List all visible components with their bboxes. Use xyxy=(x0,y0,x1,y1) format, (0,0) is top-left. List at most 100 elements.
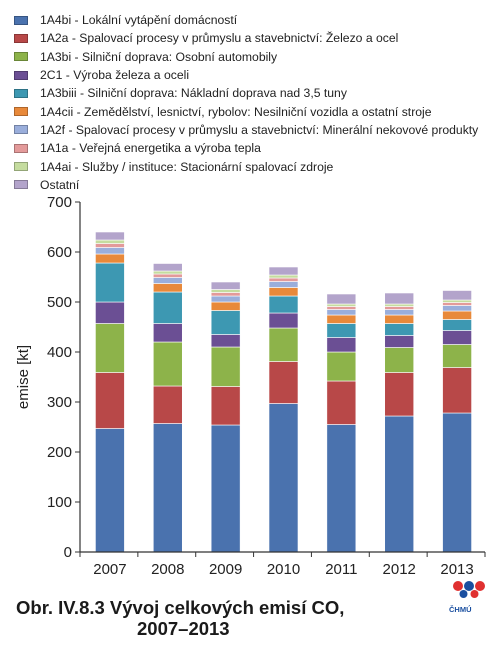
bar-segment xyxy=(95,301,125,324)
bar-segment xyxy=(152,273,183,278)
bar-segment xyxy=(268,295,299,314)
legend-swatch xyxy=(14,125,28,135)
bar-segment xyxy=(384,335,415,348)
bar-segment xyxy=(210,301,241,311)
legend-item: 1A1a - Veřejná energetika a výroba tepla xyxy=(14,139,494,157)
x-tick-label: 2011 xyxy=(325,561,357,578)
bar-segment xyxy=(326,293,357,305)
bar-segment xyxy=(268,266,299,276)
bar-segment xyxy=(210,295,241,303)
bar-segment xyxy=(326,306,357,310)
legend-swatch xyxy=(14,143,28,153)
bar-segment xyxy=(95,243,125,248)
legend-item: Ostatní xyxy=(14,176,494,194)
bar-segment xyxy=(268,287,299,297)
logo-text: ČHMÚ xyxy=(449,605,472,614)
legend-item: 2C1 - Výroba železa a oceli xyxy=(14,66,494,84)
figure-caption: Obr. IV.8.3 Vývoj celkových emisí CO, 20… xyxy=(16,597,496,639)
legend-label: 1A3biii - Silniční doprava: Nákladní dop… xyxy=(40,86,347,101)
legend-swatch xyxy=(14,180,28,190)
bar-segment xyxy=(95,231,125,241)
legend-label: 1A4ai - Služby / instituce: Stacionární … xyxy=(40,159,334,174)
bar-segment xyxy=(326,303,357,307)
legend-swatch xyxy=(14,107,28,117)
bar-segment xyxy=(326,351,357,382)
bar-segment xyxy=(210,424,241,553)
y-tick-label: 500 xyxy=(47,294,72,311)
legend-item: 1A4bi - Lokální vytápění domácností xyxy=(14,11,494,29)
bar-segment xyxy=(384,303,415,307)
y-tick-label: 300 xyxy=(47,394,72,411)
bar-segment xyxy=(384,309,415,316)
legend: 1A4bi - Lokální vytápění domácností 1A2a … xyxy=(14,11,494,194)
legend-swatch xyxy=(14,52,28,62)
legend-item: 1A2a - Spalovací procesy v průmyslu a st… xyxy=(14,29,494,47)
bar-segment xyxy=(384,372,415,417)
bar-segment xyxy=(384,306,415,310)
legend-label: 1A4cii - Zemědělství, lesnictví, rybolov… xyxy=(40,104,432,119)
bar-segment xyxy=(210,346,241,387)
bar-segment xyxy=(326,314,357,324)
bar-segment xyxy=(442,344,472,368)
bar-segment xyxy=(152,423,183,553)
bar-segment xyxy=(95,239,125,244)
bar-segment xyxy=(268,327,299,362)
caption-line-1: Obr. IV.8.3 Vývoj celkových emisí CO, xyxy=(16,597,345,618)
bar-segment xyxy=(384,347,415,373)
legend-item: 1A4ai - Služby / instituce: Stacionární … xyxy=(14,157,494,175)
bar-segment xyxy=(326,380,357,425)
y-tick-label: 700 xyxy=(47,194,72,211)
legend-label: 2C1 - Výroba železa a oceli xyxy=(40,68,190,83)
x-tick-label: 2012 xyxy=(383,561,416,578)
y-tick-label: 400 xyxy=(47,344,72,361)
legend-item: 1A3bi - Silniční doprava: Osobní automob… xyxy=(14,48,494,66)
bar-segment xyxy=(152,341,183,387)
legend-label: Ostatní xyxy=(40,177,80,192)
bar-segment xyxy=(95,372,125,429)
y-tick-label: 0 xyxy=(64,544,72,561)
x-tick-label: 2010 xyxy=(267,561,300,578)
y-tick-label: 600 xyxy=(47,244,72,261)
bar-segment xyxy=(210,310,241,335)
bar-segment xyxy=(384,415,415,553)
bar-segment xyxy=(210,292,241,297)
bar-segment xyxy=(442,412,472,553)
bar-segment xyxy=(268,312,299,329)
bar-segment xyxy=(442,367,472,414)
legend-label: 1A2f - Spalovací procesy v průmyslu a st… xyxy=(40,122,479,137)
legend-swatch xyxy=(14,88,28,98)
chmu-logo-icon xyxy=(453,581,485,598)
bar-segment xyxy=(152,385,183,424)
bar-segment xyxy=(384,323,415,336)
y-axis-label: emise [kt] xyxy=(15,345,32,409)
legend-swatch xyxy=(14,33,28,43)
bar-segment xyxy=(95,253,125,264)
bar-segment xyxy=(268,274,299,279)
bar-segment xyxy=(268,281,299,288)
legend-label: 1A3bi - Silniční doprava: Osobní automob… xyxy=(40,49,278,64)
bar-segment xyxy=(326,309,357,316)
bar-segment xyxy=(210,289,241,293)
caption-line-2: 2007–2013 xyxy=(137,618,230,639)
axes-group: 2007 2008 2009 2010 2011 2012 2013 0 100 200 300 40… xyxy=(15,194,486,578)
legend-label: 1A2a - Spalovací procesy v průmyslu a st… xyxy=(40,31,399,46)
bar-segment xyxy=(326,323,357,338)
bar-segment xyxy=(326,337,357,353)
bar-segment xyxy=(442,302,472,306)
bar-segment xyxy=(442,319,472,331)
y-tick-label: 200 xyxy=(47,444,72,461)
bar-segment xyxy=(152,277,183,284)
bar-segment xyxy=(442,310,472,320)
legend-swatch xyxy=(14,15,28,25)
x-tick-label: 2008 xyxy=(151,561,184,578)
bar-segment xyxy=(442,305,472,312)
bar-segment xyxy=(442,330,472,345)
bar-segment xyxy=(442,299,472,303)
legend-item: 1A4cii - Zemědělství, lesnictví, rybolov… xyxy=(14,102,494,120)
bar-segment xyxy=(210,334,241,348)
bar-segment xyxy=(384,314,415,324)
legend-swatch xyxy=(14,70,28,80)
bar-segment xyxy=(152,323,183,343)
bar-segment xyxy=(95,247,125,255)
